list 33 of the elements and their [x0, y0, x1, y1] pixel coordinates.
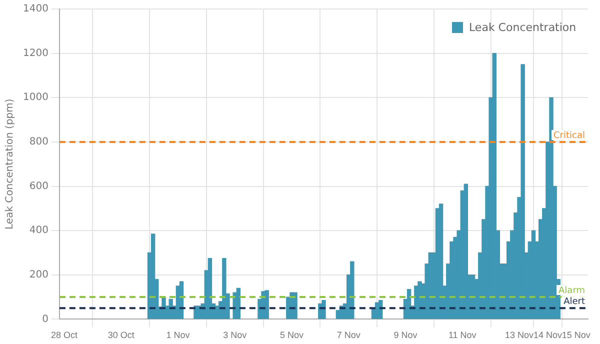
x-tick-label: 30 Oct: [108, 330, 135, 340]
y-tick-label: 200: [29, 269, 48, 280]
bar: [293, 292, 298, 320]
y-axis-title: Leak Concentration (ppm): [4, 98, 16, 230]
x-tick-label: 1 Nov: [166, 330, 190, 340]
x-tick-label: 11 Nov: [448, 330, 477, 340]
y-tick-label: 1000: [22, 92, 48, 104]
y-tick-label: 1200: [22, 48, 48, 59]
x-tick-label: 15 Nov: [562, 330, 591, 340]
x-tick-label: 14 Nov: [533, 330, 562, 340]
y-tick-label: 800: [29, 136, 48, 148]
y-tick-label: 400: [29, 225, 48, 236]
x-tick-label: 3 Nov: [223, 330, 248, 340]
bar: [350, 261, 354, 320]
x-tick-label: 28 Oct: [50, 330, 78, 340]
x-tick-label: 7 Nov: [336, 330, 361, 340]
x-tick-label: 9 Nov: [394, 330, 418, 340]
y-tick-label: 1400: [22, 4, 48, 15]
ref-line-label: Alert: [564, 296, 586, 307]
bar: [222, 258, 226, 320]
y-tick-label: 0: [42, 314, 48, 325]
bar: [322, 300, 326, 320]
ref-line-label: Critical: [554, 130, 585, 141]
bar: [168, 298, 173, 320]
bar: [520, 64, 525, 320]
legend-label: Leak Concentration: [469, 21, 576, 34]
bar: [464, 184, 468, 320]
x-tick-label: 13 Nov: [505, 330, 534, 340]
ref-line-label: Alarm: [558, 286, 585, 296]
bar: [264, 290, 269, 320]
bar: [236, 288, 241, 320]
y-tick-label: 600: [29, 180, 48, 192]
x-tick-label: 5 Nov: [280, 330, 304, 340]
